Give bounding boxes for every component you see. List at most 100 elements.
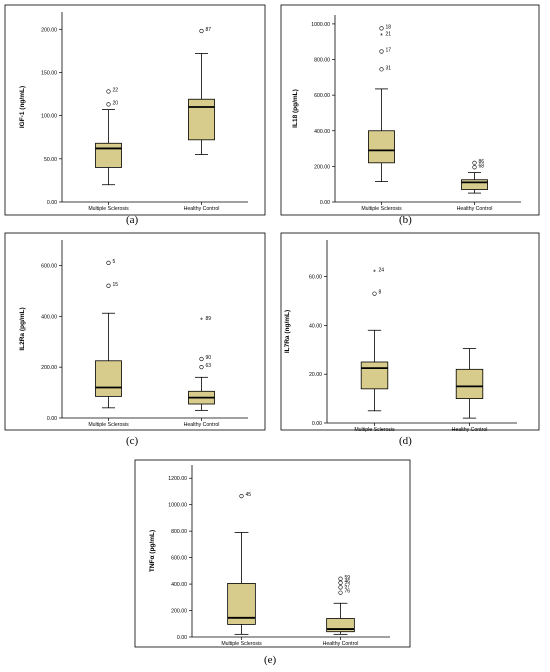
outlier-label: 31: [386, 65, 392, 71]
x-tick-label: Healthy Control: [184, 422, 220, 428]
outlier-point: [338, 590, 343, 595]
outlier-label: 87: [206, 27, 212, 33]
x-tick-label: Multiple Sclerosis: [88, 206, 129, 212]
box-iqr: [455, 368, 484, 400]
y-tick-label: 0.00: [47, 200, 57, 206]
y-tick-label: 200.00: [314, 164, 330, 170]
panel-e: 0.00 200.00 400.00 600.00 800.00 1000.00 1200.…: [130, 455, 420, 672]
y-axis-label: IL7Ra (ng/mL): [284, 310, 291, 353]
chart-frame: [280, 232, 540, 431]
outlier-star: *: [373, 269, 376, 276]
outlier-point: [106, 89, 111, 94]
box-iqr: [188, 98, 215, 141]
y-tick-label: 1200.00: [168, 476, 187, 482]
outlier-point: [199, 365, 204, 370]
y-tick-label: 50.00: [44, 157, 57, 163]
y-tick-label: 200.00: [171, 609, 187, 615]
x-tick-label: Healthy Control: [452, 427, 488, 433]
panel-label-e: (e): [264, 654, 277, 666]
outlier-point: [338, 576, 343, 581]
chart-frame: [280, 4, 540, 216]
box-iqr: [461, 179, 488, 190]
x-tick-label: Multiple Sclerosis: [361, 206, 402, 212]
boxplot-il2ra: 0.00 200.00 400.00 600.00 IL2Ra (pg/mL) Multi…: [4, 232, 266, 431]
outlier-point: [106, 260, 111, 265]
y-tick-label: 800.00: [171, 529, 187, 535]
outlier-label: 76: [345, 589, 351, 595]
chart-root: 0.00 50.00 100.00 150.00 200.00 IGF-1 (ng/mL)…: [4, 4, 266, 216]
y-tick-label: 400.00: [314, 129, 330, 135]
x-tick-label: Multiple Sclerosis: [221, 641, 262, 647]
outlier-label: 59: [345, 575, 351, 581]
y-tick-label: 400.00: [41, 314, 57, 320]
outlier-point: [199, 28, 204, 34]
box-iqr: [368, 130, 395, 164]
chart-root: 0.00 20.00 40.00 60.00 IL7Ra (ng/mL) Multiple…: [280, 232, 540, 433]
y-tick-label: 800.00: [314, 58, 330, 64]
boxplot-il18: 0.00 200.00 400.00 600.00 800.00 1000.00 IL18 …: [280, 4, 540, 216]
outlier-star: *: [380, 33, 383, 40]
outlier-label: 15: [113, 282, 119, 288]
outlier-label: 21: [386, 31, 392, 37]
chart-root: 0.00 200.00 400.00 600.00 IL2Ra (pg/mL) Multi…: [4, 232, 266, 431]
outlier-label: 8: [379, 290, 382, 296]
outlier-point: [472, 165, 477, 170]
y-tick-label: 60.00: [309, 275, 322, 281]
y-axis-label: IL2Ra (pg/mL): [19, 307, 26, 350]
outlier-point: [338, 585, 343, 590]
outlier-point: [338, 580, 343, 585]
outlier-label: 90: [206, 355, 212, 361]
box-iqr: [95, 360, 122, 397]
y-tick-label: 1000.00: [311, 22, 330, 28]
outlier-label: 45: [246, 492, 252, 498]
outlier-point: [379, 26, 384, 31]
panel-label-b: (b): [399, 214, 412, 226]
y-tick-label: 100.00: [41, 114, 57, 120]
x-tick-label: Multiple Sclerosis: [354, 427, 395, 433]
y-tick-label: 200.00: [41, 365, 57, 371]
outlier-point: [472, 160, 477, 165]
panel-label-d: (d): [399, 435, 412, 447]
y-tick-label: 1000.00: [168, 503, 187, 509]
y-tick-label: 0.00: [47, 416, 57, 422]
outlier-label: 86: [479, 159, 485, 165]
panel-d: 0.00 20.00 40.00 60.00 IL7Ra (ng/mL) Multiple…: [275, 228, 550, 454]
outlier-label: 18: [386, 24, 392, 30]
y-axis-label: IGF-1 (ng/mL): [19, 86, 26, 128]
outlier-label: 5: [113, 259, 116, 265]
box-iqr: [360, 361, 389, 390]
outlier-label: 68: [479, 163, 485, 169]
outlier-point: [372, 291, 377, 296]
chart-frame: [4, 232, 266, 431]
y-tick-label: 40.00: [309, 323, 322, 329]
y-tick-label: 0.00: [320, 200, 330, 206]
x-tick-label: Healthy Control: [184, 206, 220, 212]
y-tick-label: 600.00: [314, 93, 330, 99]
outlier-point: [106, 283, 111, 288]
y-axis-label: IL18 (pg/mL): [292, 89, 299, 128]
outlier-label: 46: [345, 579, 351, 585]
chart-frame: [134, 459, 411, 648]
x-tick-label: Healthy Control: [457, 206, 493, 212]
y-tick-label: 200.00: [41, 27, 57, 33]
y-tick-label: 400.00: [171, 582, 187, 588]
outlier-star: *: [200, 318, 203, 325]
outlier-label: 22: [113, 87, 119, 93]
outlier-point: [379, 49, 384, 54]
y-tick-label: 600.00: [171, 556, 187, 562]
outlier-point: [379, 67, 384, 72]
panel-a: 0.00 50.00 100.00 150.00 200.00 IGF-1 (ng/mL)…: [0, 0, 275, 232]
y-tick-label: 0.00: [312, 421, 322, 427]
chart-root: 0.00 200.00 400.00 600.00 800.00 1000.00 1200.…: [134, 459, 411, 648]
outlier-label: 89: [206, 316, 212, 322]
y-tick-label: 0.00: [177, 635, 187, 641]
y-tick-label: 20.00: [309, 372, 322, 378]
boxplot-tnfa: 0.00 200.00 400.00 600.00 800.00 1000.00 1200.…: [134, 459, 411, 648]
panel-c: 0.00 200.00 400.00 600.00 IL2Ra (pg/mL) Multi…: [0, 228, 275, 454]
outlier-label: 20: [113, 100, 119, 106]
panel-b: 0.00 200.00 400.00 600.00 800.00 1000.00 IL18 …: [275, 0, 550, 232]
boxplot-igf1: 0.00 50.00 100.00 150.00 200.00 IGF-1 (ng/mL)…: [4, 4, 266, 216]
panel-label-c: (c): [126, 435, 139, 447]
boxplot-il7ra: 0.00 20.00 40.00 60.00 IL7Ra (ng/mL) Multiple…: [280, 232, 540, 433]
x-tick-label: Healthy Control: [323, 641, 359, 647]
